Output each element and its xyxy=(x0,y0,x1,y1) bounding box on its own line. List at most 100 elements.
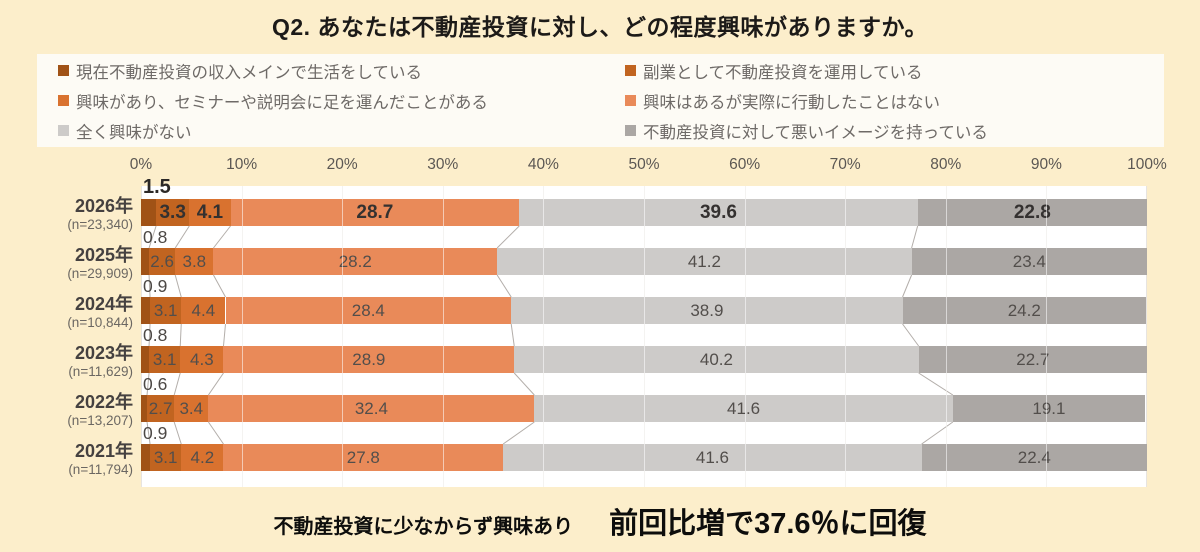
stacked-bar: 3.1 4.4 28.4 38.9 24.2 xyxy=(141,297,1147,324)
x-axis-tick-label: 10% xyxy=(226,156,258,173)
segment-value-label: 24.2 xyxy=(1007,301,1041,320)
bar-segment xyxy=(902,297,1146,324)
callout-value-label: 0.8 xyxy=(143,325,168,345)
stacked-bar: 3.1 4.3 28.9 40.2 22.7 xyxy=(141,346,1147,373)
row-sample-size-label: (n=29,909) xyxy=(67,266,133,281)
legend-swatch-icon xyxy=(625,95,636,106)
row-year-label: 2022年 xyxy=(74,392,133,412)
stacked-bar: 3.3 4.1 28.7 39.6 22.8 xyxy=(141,199,1147,226)
legend-item: 興味はあるが実際に行動したことはない xyxy=(625,87,1164,114)
row-sample-size-label: (n=11,794) xyxy=(68,462,133,477)
bar-segment xyxy=(141,395,148,422)
row-year-label: 2023年 xyxy=(74,343,133,363)
legend-label: 副業として不動産投資を運用している xyxy=(643,63,923,82)
legend-item: 不動産投資に対して悪いイメージを持っている xyxy=(625,117,1164,144)
bar-segment xyxy=(141,199,157,226)
x-axis-tick-label: 50% xyxy=(628,156,660,173)
segment-value-label: 41.6 xyxy=(727,399,761,418)
bar-segment xyxy=(230,199,520,226)
segment-value-label: 27.8 xyxy=(346,448,380,467)
segment-value-label: 3.3 xyxy=(159,202,186,223)
segment-value-label: 22.8 xyxy=(1013,202,1051,223)
segment-value-label: 28.9 xyxy=(352,350,386,369)
stacked-bar: 2.6 3.8 28.2 41.2 23.4 xyxy=(141,248,1147,275)
bar-segment xyxy=(225,297,512,324)
segment-value-label: 23.4 xyxy=(1012,252,1046,271)
x-axis: 0% 10% 20% 30% 40% 50% 60% 70% 80% 90% 100% xyxy=(0,156,1200,178)
segment-value-label: 4.4 xyxy=(191,301,216,320)
gridline-overlay xyxy=(744,186,746,487)
segment-value-label: 4.1 xyxy=(196,202,224,223)
segment-value-label: 32.4 xyxy=(354,399,388,418)
row-label: 2022年 (n=13,207) xyxy=(0,392,133,429)
bar-segment xyxy=(917,199,1147,226)
bar-segment xyxy=(181,297,226,324)
legend-swatch-icon xyxy=(625,65,636,76)
gridline-overlay xyxy=(241,186,243,487)
stacked-bar: 2.7 3.4 32.4 41.6 19.1 xyxy=(141,395,1147,422)
callout-value-label: 0.9 xyxy=(143,423,168,443)
segment-value-label: 3.4 xyxy=(179,399,204,418)
row-label: 2023年 (n=11,629) xyxy=(0,343,133,380)
legend-swatch-icon xyxy=(625,125,636,136)
row-year-label: 2025年 xyxy=(74,245,133,265)
x-axis-tick-label: 20% xyxy=(326,156,358,173)
segment-value-label: 4.2 xyxy=(190,448,215,467)
legend-swatch-icon xyxy=(58,65,69,76)
bar-segment xyxy=(511,297,903,324)
legend-label: 興味はあるが実際に行動したことはない xyxy=(643,93,940,112)
legend-item: 副業として不動産投資を運用している xyxy=(625,57,1164,84)
gridline-overlay xyxy=(442,186,444,487)
x-axis-tick-label: 100% xyxy=(1127,156,1167,173)
bar-segment xyxy=(149,346,181,373)
legend-swatch-icon xyxy=(58,95,69,106)
row-sample-size-label: (n=13,207) xyxy=(67,413,133,428)
gridline-overlay xyxy=(644,186,645,487)
segment-value-label: 3.8 xyxy=(182,252,207,271)
plot-area: 3.3 4.1 28.7 39.6 22.8 1.5 2.6 3.8 28.2 41.2 23.4 0… xyxy=(141,176,1147,487)
legend-item: 興味があり、セミナーや説明会に足を運んだことがある xyxy=(58,87,625,114)
gridline-overlay xyxy=(845,186,847,487)
gridline-overlay xyxy=(543,186,545,487)
bar-segment xyxy=(175,248,214,275)
row-label: 2021年 (n=11,794) xyxy=(0,441,133,478)
bar-segment xyxy=(911,248,1147,275)
bar-segment xyxy=(141,346,150,373)
callout-value-label: 0.8 xyxy=(143,227,168,247)
segment-value-label: 39.6 xyxy=(699,202,737,223)
segment-value-label: 38.9 xyxy=(690,301,724,320)
chart-title: Q2. あなたは不動産投資に対し、どの程度興味がありますか。 xyxy=(271,14,928,40)
segment-value-label: 2.6 xyxy=(150,252,174,271)
bar-segment xyxy=(141,297,151,324)
row-year-label: 2024年 xyxy=(74,294,133,314)
x-axis-tick-label: 80% xyxy=(930,156,962,173)
segment-value-label: 19.1 xyxy=(1032,399,1066,418)
bar-segment xyxy=(156,199,190,226)
row-sample-size-label: (n=11,629) xyxy=(68,364,133,379)
row-year-label: 2021年 xyxy=(74,441,133,461)
row-sample-size-label: (n=23,340) xyxy=(67,217,133,232)
gridline xyxy=(141,186,142,487)
bar-segment xyxy=(223,346,515,373)
bar-segment xyxy=(534,395,953,422)
legend-label: 不動産投資に対して悪いイメージを持っている xyxy=(643,123,988,142)
bar-segment xyxy=(514,346,919,373)
bar-segment xyxy=(497,248,912,275)
legend-item: 現在不動産投資の収入メインで生活をしている xyxy=(58,57,625,84)
bar-segment xyxy=(208,395,535,422)
bar-segment xyxy=(180,346,224,373)
legend-label: 興味があり、セミナーや説明会に足を運んだことがある xyxy=(76,93,488,112)
segment-value-label: 41.2 xyxy=(687,252,721,271)
bar-segment xyxy=(149,248,176,275)
footer-lead-text: 不動産投資に少なからず興味あり xyxy=(273,516,574,538)
legend: 現在不動産投資の収入メインで生活をしている 副業として不動産投資を運用している 興味… xyxy=(37,54,1164,147)
row-year-label: 2026年 xyxy=(74,196,133,216)
callout-value-label: 1.5 xyxy=(143,176,171,198)
bar-segment xyxy=(503,444,922,471)
gridline-overlay xyxy=(1046,186,1048,487)
segment-value-label: 22.7 xyxy=(1016,350,1050,369)
segment-value-label: 40.2 xyxy=(699,350,733,369)
segment-value-label: 22.4 xyxy=(1017,448,1051,467)
row-label: 2024年 (n=10,844) xyxy=(0,294,133,331)
legend-label: 全く興味がない xyxy=(76,123,192,142)
